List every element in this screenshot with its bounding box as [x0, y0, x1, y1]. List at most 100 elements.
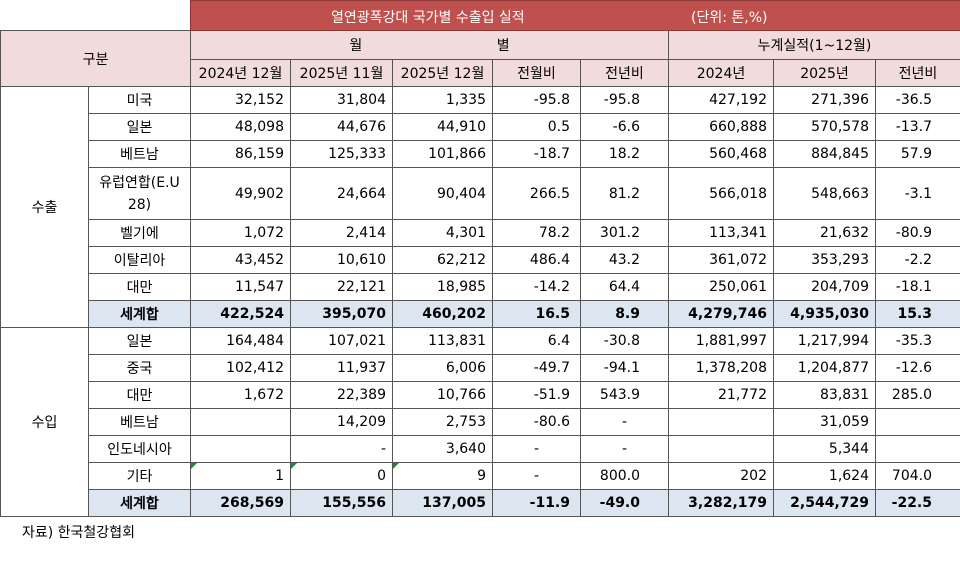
cell: - — [492, 435, 581, 463]
cell: 43,452 — [190, 246, 291, 274]
row-label: 이탈리아 — [88, 246, 191, 274]
cell: 125,333 — [290, 140, 393, 168]
cell: -14.2 — [492, 273, 581, 301]
cell: 107,021 — [290, 327, 393, 355]
row-label: 미국 — [88, 86, 191, 114]
cell: - — [580, 408, 669, 436]
cell: 101,866 — [392, 140, 493, 168]
cell: 21,772 — [668, 381, 774, 409]
cell: -6.6 — [580, 113, 669, 141]
header-category: 구분 — [0, 30, 191, 87]
cell: 486.4 — [492, 246, 581, 274]
data-row: 이탈리아 43,452 10,610 62,212 486.4 43.2 361,072 35… — [1, 246, 960, 274]
row-label: 세계합 — [88, 489, 191, 517]
cell: 2,414 — [290, 219, 393, 247]
cell — [668, 435, 774, 463]
cell: 14,209 — [290, 408, 393, 436]
cell: 18.2 — [580, 140, 669, 168]
cell: 204,709 — [773, 273, 876, 301]
cell — [875, 435, 960, 463]
row-label: 베트남 — [88, 408, 191, 436]
column-header: 전월비 — [492, 59, 581, 87]
cell: 137,005 — [392, 489, 493, 517]
cell: 3,640 — [392, 435, 493, 463]
cell: 113,831 — [392, 327, 493, 355]
cell: 268,569 — [190, 489, 291, 517]
cell: 31,059 — [773, 408, 876, 436]
cell: 1,217,994 — [773, 327, 876, 355]
cell: 44,676 — [290, 113, 393, 141]
total-row: 세계합 422,524 395,070 460,202 16.5 8.9 4,279,746… — [1, 300, 960, 328]
cell: 4,935,030 — [773, 300, 876, 328]
cell: 301.2 — [580, 219, 669, 247]
cell — [875, 408, 960, 436]
group-label: 수출 — [0, 86, 89, 328]
row-label: 벨기에 — [88, 219, 191, 247]
column-header: 2025년 12월 — [392, 59, 493, 87]
cell: 2,544,729 — [773, 489, 876, 517]
cell: -30.8 — [580, 327, 669, 355]
cell: 660,888 — [668, 113, 774, 141]
blank — [1, 1, 191, 31]
cell: 884,845 — [773, 140, 876, 168]
cell: 1,672 — [190, 381, 291, 409]
cell: 6.4 — [492, 327, 581, 355]
cell: 285.0 — [875, 381, 960, 409]
row-label: 세계합 — [88, 300, 191, 328]
column-header: 전년비 — [875, 59, 960, 87]
cell: 22,389 — [290, 381, 393, 409]
cell: 271,396 — [773, 86, 876, 114]
row-label: 대만 — [88, 381, 191, 409]
cell: 361,072 — [668, 246, 774, 274]
row-label: 유럽연합(E.U 28) — [88, 167, 191, 220]
cell: 62,212 — [392, 246, 493, 274]
cell: -3.1 — [875, 167, 960, 220]
cell: -36.5 — [875, 86, 960, 114]
cell: 548,663 — [773, 167, 876, 220]
cell: 1,335 — [392, 86, 493, 114]
cell: 202 — [668, 462, 774, 490]
header-row: 구분 월 별 누계실적(1~12월) — [0, 30, 960, 87]
cell: 1,378,208 — [668, 354, 774, 382]
cell: 16.5 — [492, 300, 581, 328]
cell: 18,985 — [392, 273, 493, 301]
cell: 800.0 — [580, 462, 669, 490]
header-row: 2024년 12월 2025년 11월 2025년 12월 전월비 전년비 2024년 20… — [1, 59, 960, 87]
group-label: 수입 — [0, 327, 89, 517]
cell: -51.9 — [492, 381, 581, 409]
title-bar: 열연광폭강대 국가별 수출입 실적 (단위: 톤,%) — [190, 0, 960, 31]
cell: 5,344 — [773, 435, 876, 463]
cell: 2,753 — [392, 408, 493, 436]
cell: 3,282,179 — [668, 489, 774, 517]
title-row: 열연광폭강대 국가별 수출입 실적 (단위: 톤,%) — [1, 0, 960, 31]
cell: -12.6 — [875, 354, 960, 382]
cell: -94.1 — [580, 354, 669, 382]
row-label: 중국 — [88, 354, 191, 382]
data-row: 수출 미국 32,152 31,804 1,335 -95.8 -95.8 427,192 27… — [0, 86, 960, 328]
cell: 164,484 — [190, 327, 291, 355]
cell: 0 — [290, 462, 393, 490]
column-header: 2024년 12월 — [190, 59, 291, 87]
data-row: 인도네시아 -3,640- -5,344 — [1, 435, 960, 463]
source: 자료) 한국철강협회 — [22, 525, 135, 541]
cell: 113,341 — [668, 219, 774, 247]
cell: 6,006 — [392, 354, 493, 382]
title: 열연광폭강대 국가별 수출입 실적 — [331, 10, 525, 26]
cell: -13.7 — [875, 113, 960, 141]
cell: 21,632 — [773, 219, 876, 247]
cell: 48,098 — [190, 113, 291, 141]
cell: 566,018 — [668, 167, 774, 220]
cell: 543.9 — [580, 381, 669, 409]
cell: 64.4 — [580, 273, 669, 301]
cell: 0.5 — [492, 113, 581, 141]
column-header: 2025년 11월 — [290, 59, 393, 87]
cell: 86,159 — [190, 140, 291, 168]
cell: -18.1 — [875, 273, 960, 301]
cell: 8.9 — [580, 300, 669, 328]
cell: -2.2 — [875, 246, 960, 274]
cell: 49,902 — [190, 167, 291, 220]
cell — [190, 408, 291, 436]
cell: 83,831 — [773, 381, 876, 409]
data-row: 수입 일본 164,484 107,021 113,831 6.4 -30.8 1,881,9… — [0, 327, 960, 517]
